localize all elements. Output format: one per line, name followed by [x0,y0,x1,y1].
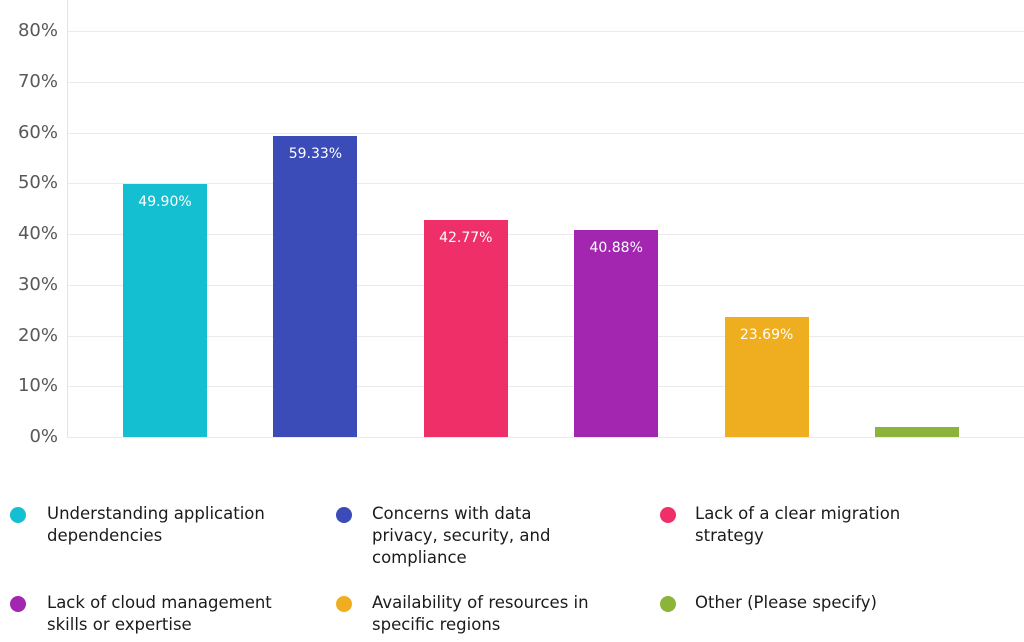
gridline [67,335,1024,337]
y-tick-label: 30% [17,273,58,295]
gridline [67,183,1024,185]
y-tick-label: 20% [17,324,58,346]
bar-3 [423,219,508,437]
bar-5 [724,316,809,437]
y-tick-label: 50% [17,172,58,194]
y-axis-line [67,0,68,437]
bar-1 [123,183,207,437]
legend-dot-4 [10,596,26,612]
legend-dot-2 [336,507,352,523]
gridline [67,437,1024,438]
y-tick-label: 10% [17,375,58,397]
bar-value-label: 49.90% [138,193,192,210]
y-tick-label: 60% [17,121,58,143]
legend-label-3: Lack of a clear migration strategy [695,504,901,545]
legend-label-5: Availability of resources in specific re… [372,593,589,634]
gridline [67,234,1024,235]
bar-2 [273,135,358,437]
legend-label-4: Lack of cloud management skills or exper… [47,593,272,634]
bar-value-label: 23.69% [739,326,794,343]
y-tick-label: 40% [17,223,58,244]
bar-value-label: 40.88% [589,239,643,256]
y-tick-label: 80% [17,20,58,41]
y-tick-label: 0% [29,426,58,447]
bar-6 [875,426,959,437]
bar-value-label: 59.33% [288,145,343,162]
bar-value-label: 42.77% [439,229,493,246]
gridline [67,284,1024,286]
legend-label-6: Other (Please specify) [695,593,877,612]
legend-dot-5 [336,596,352,612]
legend-label-2: Concerns with data privacy, security, an… [372,504,551,567]
y-tick-label: 70% [17,70,58,92]
legend-label-1: Understanding application dependencies [47,504,265,545]
gridline [67,132,1024,134]
legend-dot-6 [660,596,676,612]
gridline [67,31,1024,32]
bar-4 [574,229,659,437]
legend-dot-1 [10,507,26,523]
gridline [67,386,1024,388]
gridline [67,81,1024,83]
legend-dot-3 [660,507,676,523]
